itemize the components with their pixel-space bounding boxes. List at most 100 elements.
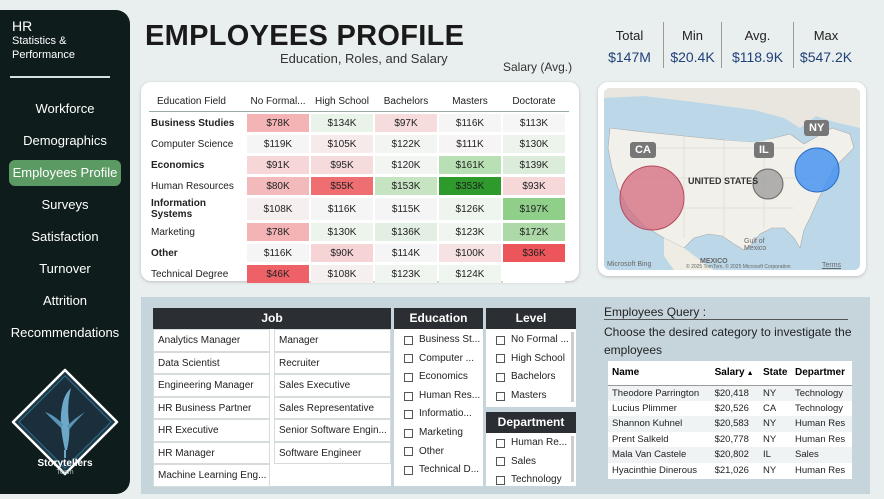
checkbox[interactable] xyxy=(496,354,505,364)
table-row[interactable]: Lucius Plimmer $20,526 CA Technology xyxy=(608,401,852,417)
matrix-col-header[interactable]: High School xyxy=(315,95,369,107)
education-option[interactable]: Economics xyxy=(394,368,483,387)
matrix-cell[interactable]: $172K xyxy=(503,223,565,241)
education-option[interactable]: Informatio... xyxy=(394,405,483,424)
checkbox[interactable] xyxy=(404,335,413,345)
matrix-cell[interactable]: $105K xyxy=(311,135,373,153)
checkbox[interactable] xyxy=(404,372,413,382)
level-option[interactable]: No Formal ... xyxy=(486,331,576,350)
matrix-cell[interactable]: $124K xyxy=(439,265,501,283)
map-bubble-label-il[interactable]: IL xyxy=(754,142,774,158)
table-row[interactable]: Hyacinthie Dinerous $21,026 NY Human Res xyxy=(608,463,852,479)
checkbox[interactable] xyxy=(496,438,505,448)
matrix-cell[interactable]: $116K xyxy=(439,114,501,132)
job-option[interactable]: Recruiter xyxy=(274,351,391,374)
job-option[interactable]: HR Manager xyxy=(153,441,270,464)
matrix-field-header[interactable]: Education Field xyxy=(157,95,226,107)
checkbox[interactable] xyxy=(496,335,505,345)
matrix-cell[interactable]: $153K xyxy=(375,177,437,195)
job-option[interactable]: Engineering Manager xyxy=(153,374,270,397)
matrix-row-label[interactable]: Computer Science xyxy=(151,138,234,150)
job-option[interactable]: Manager xyxy=(274,329,391,352)
matrix-col-header[interactable]: Doctorate xyxy=(512,95,556,107)
job-option[interactable]: Analytics Manager xyxy=(153,329,270,352)
salary-map[interactable]: CA IL NY UNITED STATES Gulf of Mexico ME… xyxy=(604,88,860,270)
checkbox[interactable] xyxy=(496,372,505,382)
education-option[interactable]: Human Res... xyxy=(394,387,483,406)
matrix-cell[interactable]: $123K xyxy=(375,265,437,283)
matrix-cell[interactable]: $93K xyxy=(503,177,565,195)
department-option[interactable]: Human Re... xyxy=(486,434,576,453)
nav-item-demographics[interactable]: Demographics xyxy=(23,133,107,148)
matrix-row[interactable]: Business Studies $78K $134K $97K $116K $113K xyxy=(149,114,565,132)
matrix-cell[interactable]: $115K xyxy=(375,198,437,220)
nav-item-recommendations[interactable]: Recommendations xyxy=(10,325,120,340)
matrix-cell[interactable]: $130K xyxy=(503,135,565,153)
query-col-state[interactable]: State xyxy=(758,361,791,386)
checkbox[interactable] xyxy=(404,354,413,364)
sort-asc-icon[interactable]: ▲ xyxy=(746,370,754,378)
matrix-cell[interactable]: $113K xyxy=(503,114,565,132)
matrix-cell[interactable]: $116K xyxy=(311,198,373,220)
matrix-cell[interactable]: $353K xyxy=(439,177,501,195)
job-option[interactable]: Data Scientist xyxy=(153,351,270,374)
matrix-cell[interactable]: $78K xyxy=(247,223,309,241)
matrix-row-label[interactable]: Marketing xyxy=(151,226,195,238)
checkbox[interactable] xyxy=(496,457,505,467)
table-row[interactable]: Theodore Parrington $20,418 NY Technology xyxy=(608,385,852,401)
matrix-col-header[interactable]: Bachelors xyxy=(383,95,429,107)
level-option[interactable]: High School xyxy=(486,350,576,369)
checkbox[interactable] xyxy=(496,475,505,485)
matrix-row[interactable]: Other $116K $90K $114K $100K $36K xyxy=(149,244,565,262)
map-bubble-label-ca[interactable]: CA xyxy=(630,142,656,158)
matrix-row[interactable]: Economics $91K $95K $120K $161K $139K xyxy=(149,156,565,174)
job-option[interactable]: Software Engineer xyxy=(274,441,391,464)
matrix-row[interactable]: Marketing $78K $130K $136K $123K $172K xyxy=(149,223,565,241)
matrix-cell[interactable]: $136K xyxy=(375,223,437,241)
matrix-row[interactable]: Human Resources $80K $55K $153K $353K $93K xyxy=(149,177,565,195)
level-option[interactable]: Bachelors xyxy=(486,368,576,387)
matrix-cell[interactable]: $36K xyxy=(503,244,565,262)
query-col-department[interactable]: Departmer xyxy=(790,361,852,386)
table-row[interactable]: Prent Salkeld $20,778 NY Human Res xyxy=(608,432,852,448)
matrix-row[interactable]: Technical Degree $46K $108K $123K $124K xyxy=(149,265,565,283)
matrix-cell[interactable]: $197K xyxy=(503,198,565,220)
matrix-cell[interactable]: $139K xyxy=(503,156,565,174)
matrix-row-label[interactable]: Technical Degree xyxy=(151,268,229,280)
matrix-cell[interactable]: $119K xyxy=(247,135,309,153)
matrix-cell[interactable]: $130K xyxy=(311,223,373,241)
nav-item-workforce[interactable]: Workforce xyxy=(35,101,95,116)
table-row[interactable]: Shannon Kuhnel $20,583 NY Human Res xyxy=(608,416,852,432)
department-option[interactable]: Sales xyxy=(486,453,576,472)
matrix-row-label[interactable]: Human Resources xyxy=(151,180,234,192)
checkbox[interactable] xyxy=(404,428,413,438)
department-scrollbar[interactable] xyxy=(571,436,574,482)
level-scrollbar[interactable] xyxy=(571,332,574,402)
matrix-cell[interactable]: $122K xyxy=(375,135,437,153)
nav-item-surveys[interactable]: Surveys xyxy=(41,197,89,212)
matrix-cell[interactable]: $126K xyxy=(439,198,501,220)
department-option[interactable]: Technology xyxy=(486,471,576,490)
salary-matrix[interactable]: Education Field No Formal... High School… xyxy=(147,88,567,286)
matrix-cell[interactable]: $55K xyxy=(311,177,373,195)
matrix-cell[interactable]: $97K xyxy=(375,114,437,132)
matrix-row-label[interactable]: Economics xyxy=(151,159,205,171)
nav-item-turnover[interactable]: Turnover xyxy=(39,261,91,276)
matrix-row-label[interactable]: Business Studies xyxy=(151,117,235,129)
checkbox[interactable] xyxy=(404,391,413,401)
query-col-salary[interactable]: Salary ▲ xyxy=(710,361,759,386)
matrix-cell[interactable]: $114K xyxy=(375,244,437,262)
matrix-cell[interactable]: $116K xyxy=(247,244,309,262)
matrix-cell[interactable]: $161K xyxy=(439,156,501,174)
matrix-cell[interactable]: $120K xyxy=(375,156,437,174)
matrix-cell[interactable]: $95K xyxy=(311,156,373,174)
matrix-col-header[interactable]: Masters xyxy=(452,95,488,107)
matrix-cell[interactable]: $90K xyxy=(311,244,373,262)
matrix-cell[interactable]: $91K xyxy=(247,156,309,174)
matrix-col-header[interactable]: No Formal... xyxy=(250,95,306,107)
matrix-cell[interactable]: $100K xyxy=(439,244,501,262)
checkbox[interactable] xyxy=(404,410,413,420)
nav-item-employees-profile[interactable]: Employees Profile xyxy=(9,160,121,186)
matrix-row[interactable]: Information Systems $108K $116K $115K $126K $… xyxy=(149,198,565,220)
query-col-name[interactable]: Name xyxy=(608,361,711,386)
